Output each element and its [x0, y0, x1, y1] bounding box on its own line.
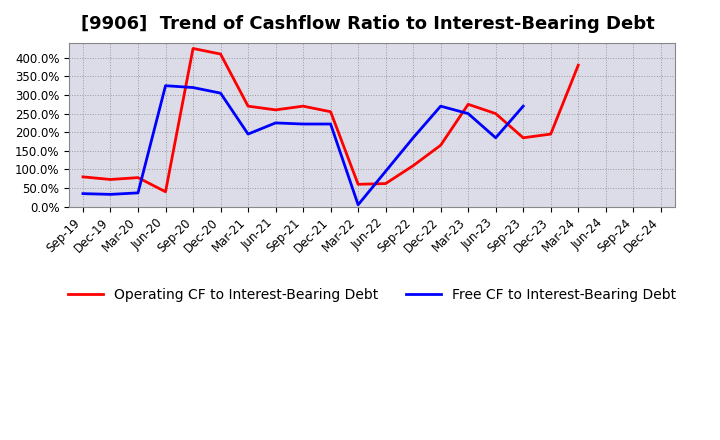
Free CF to Interest-Bearing Debt	[436, 103, 445, 109]
Free CF to Interest-Bearing Debt	[326, 121, 335, 127]
Line: Operating CF to Interest-Bearing Debt: Operating CF to Interest-Bearing Debt	[83, 48, 578, 192]
Free CF to Interest-Bearing Debt	[106, 192, 114, 197]
Operating CF to Interest-Bearing Debt	[326, 109, 335, 114]
Free CF to Interest-Bearing Debt	[244, 132, 253, 137]
Free CF to Interest-Bearing Debt	[78, 191, 87, 196]
Operating CF to Interest-Bearing Debt	[436, 143, 445, 148]
Operating CF to Interest-Bearing Debt	[271, 107, 280, 113]
Free CF to Interest-Bearing Debt	[216, 91, 225, 96]
Free CF to Interest-Bearing Debt	[519, 103, 528, 109]
Operating CF to Interest-Bearing Debt	[409, 163, 418, 169]
Operating CF to Interest-Bearing Debt	[78, 174, 87, 180]
Line: Free CF to Interest-Bearing Debt: Free CF to Interest-Bearing Debt	[83, 86, 523, 205]
Free CF to Interest-Bearing Debt	[354, 202, 362, 207]
Operating CF to Interest-Bearing Debt	[354, 182, 362, 187]
Operating CF to Interest-Bearing Debt	[546, 132, 555, 137]
Free CF to Interest-Bearing Debt	[409, 135, 418, 140]
Free CF to Interest-Bearing Debt	[299, 121, 307, 127]
Operating CF to Interest-Bearing Debt	[574, 62, 582, 68]
Legend: Operating CF to Interest-Bearing Debt, Free CF to Interest-Bearing Debt: Operating CF to Interest-Bearing Debt, F…	[63, 282, 681, 308]
Text: [9906]  Trend of Cashflow Ratio to Interest-Bearing Debt: [9906] Trend of Cashflow Ratio to Intere…	[81, 15, 655, 33]
Operating CF to Interest-Bearing Debt	[299, 103, 307, 109]
Operating CF to Interest-Bearing Debt	[244, 103, 253, 109]
Operating CF to Interest-Bearing Debt	[134, 175, 143, 180]
Operating CF to Interest-Bearing Debt	[464, 102, 472, 107]
Free CF to Interest-Bearing Debt	[189, 85, 197, 90]
Operating CF to Interest-Bearing Debt	[491, 111, 500, 116]
Operating CF to Interest-Bearing Debt	[106, 177, 114, 182]
Operating CF to Interest-Bearing Debt	[189, 46, 197, 51]
Free CF to Interest-Bearing Debt	[491, 135, 500, 140]
Free CF to Interest-Bearing Debt	[161, 83, 170, 88]
Operating CF to Interest-Bearing Debt	[161, 189, 170, 194]
Operating CF to Interest-Bearing Debt	[382, 181, 390, 186]
Operating CF to Interest-Bearing Debt	[216, 51, 225, 57]
Free CF to Interest-Bearing Debt	[464, 111, 472, 116]
Free CF to Interest-Bearing Debt	[271, 120, 280, 125]
Free CF to Interest-Bearing Debt	[382, 169, 390, 174]
Free CF to Interest-Bearing Debt	[134, 190, 143, 195]
Operating CF to Interest-Bearing Debt	[519, 135, 528, 140]
